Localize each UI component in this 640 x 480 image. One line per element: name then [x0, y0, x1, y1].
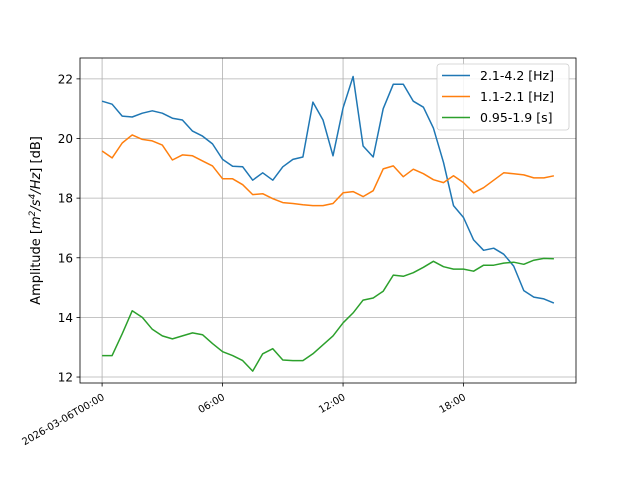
x-tick-label: 12:00	[317, 392, 347, 416]
plot-frame	[79, 57, 577, 384]
x-tick-label: 18:00	[438, 392, 468, 416]
legend-box	[436, 63, 570, 131]
series-lines	[101, 75, 555, 372]
x-axis-ticks: 2026-03-06T00:00 06:00 12:00 18:00	[21, 383, 468, 448]
x-tick-label: 2026-03-06T00:00	[21, 392, 107, 448]
legend: 2.1-4.2 [Hz] 1.1-2.1 [Hz] 0.95-1.9 [s]	[436, 63, 570, 131]
legend-label-2: 1.1-2.1 [Hz]	[480, 89, 554, 104]
y-tick-label: 14	[58, 311, 73, 325]
series-line-1	[101, 75, 555, 304]
y-axis-label: Amplitude [m2/s4/Hz] [dB]	[28, 136, 44, 305]
series-line-2	[101, 134, 555, 207]
legend-label-1: 2.1-4.2 [Hz]	[480, 68, 554, 83]
legend-label-3: 0.95-1.9 [s]	[480, 110, 552, 125]
y-tick-label: 16	[58, 251, 73, 265]
series-line-3	[102, 257, 554, 372]
y-tick-label: 12	[58, 371, 73, 385]
y-tick-label: 22	[58, 72, 73, 86]
y-tick-label: 18	[58, 192, 73, 206]
y-axis-ticks: 12 14 16 18 20 22	[58, 72, 80, 385]
x-tick-label: 06:00	[197, 392, 227, 416]
y-tick-label: 20	[58, 132, 73, 146]
